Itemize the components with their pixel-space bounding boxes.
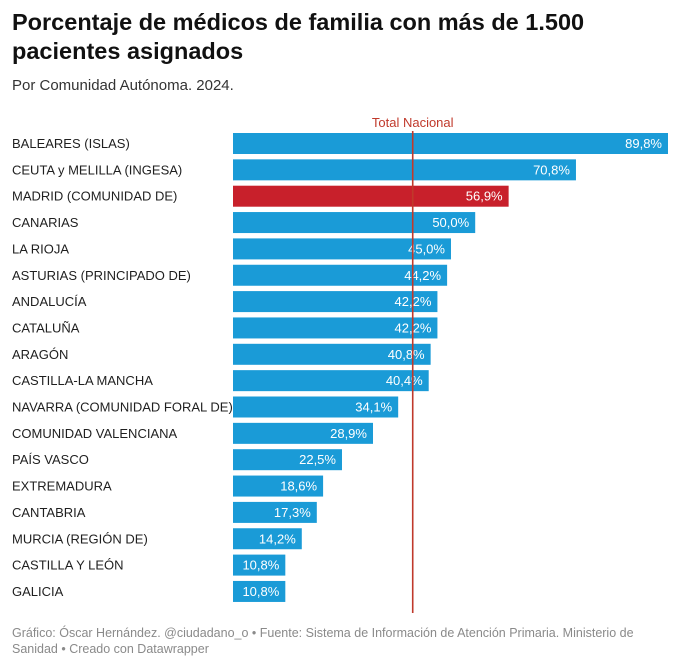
bar [233,554,286,576]
category-label: EXTREMADURA [12,479,112,494]
category-label: COMUNIDAD VALENCIANA [12,426,178,441]
bar [233,422,373,444]
bar [233,449,342,471]
category-label: CANTABRIA [12,505,86,520]
bar [233,212,476,234]
bar [233,291,438,313]
bar-chart: BALEARES (ISLAS) CEUTA y MELILLA (INGESA)… [12,115,668,613]
category-labels: BALEARES (ISLAS) CEUTA y MELILLA (INGESA)… [12,136,233,599]
category-label: BALEARES (ISLAS) [12,136,130,151]
chart-subtitle: Por Comunidad Autónoma. 2024. [12,77,234,94]
category-label: LA RIOJA [12,241,69,256]
value-label: 34,1% [355,400,392,415]
value-label: 28,9% [330,426,367,441]
bars [233,133,668,602]
bar [233,264,448,286]
category-label: CASTILLA Y LEÓN [12,558,124,573]
chart-footer: Gráfico: Óscar Hernández. @ciudadano_o •… [12,626,634,656]
bar [233,580,286,602]
value-label: 44,2% [404,268,441,283]
category-label: ASTURIAS (PRINCIPADO DE) [12,268,191,283]
value-label: 50,0% [432,215,469,230]
value-label: 56,9% [466,189,503,204]
category-label: MADRID (COMUNIDAD DE) [12,189,177,204]
bar-highlighted [233,185,509,207]
value-label: 14,2% [259,531,296,546]
bar [233,343,431,365]
category-label: ARAGÓN [12,347,68,362]
value-label: 45,0% [408,241,445,256]
reference-line-label: Total Nacional [372,115,454,130]
reference-line-group: Total Nacional [372,115,454,613]
value-label: 10,8% [242,584,279,599]
value-labels: 89,8%70,8%56,9%50,0%45,0%44,2%42,2%42,2%… [242,136,662,599]
value-label: 18,6% [280,479,317,494]
value-label: 17,3% [274,505,311,520]
bar [233,317,438,339]
value-label: 40,4% [386,373,423,388]
category-label: CATALUÑA [12,320,80,335]
value-label: 70,8% [533,162,570,177]
bar [233,475,324,497]
bar [233,501,317,523]
category-label: CANARIAS [12,215,79,230]
category-label: NAVARRA (COMUNIDAD FORAL DE) [12,400,233,415]
category-label: CASTILLA-LA MANCHA [12,373,153,388]
bar [233,528,302,550]
category-label: CEUTA y MELILLA (INGESA) [12,162,182,177]
category-label: PAÍS VASCO [12,452,89,467]
chart-title: Porcentaje de médicos de familia con más… [12,9,585,64]
value-label: 22,5% [299,452,336,467]
bar [233,370,429,392]
bar [233,396,399,418]
value-label: 40,8% [388,347,425,362]
value-label: 10,8% [242,558,279,573]
bar [233,133,668,154]
category-label: GALICIA [12,584,64,599]
bar [233,159,576,181]
value-label: 89,8% [625,136,662,151]
bar [233,238,451,260]
category-label: ANDALUCÍA [12,294,87,309]
category-label: MURCIA (REGIÓN DE) [12,531,148,546]
